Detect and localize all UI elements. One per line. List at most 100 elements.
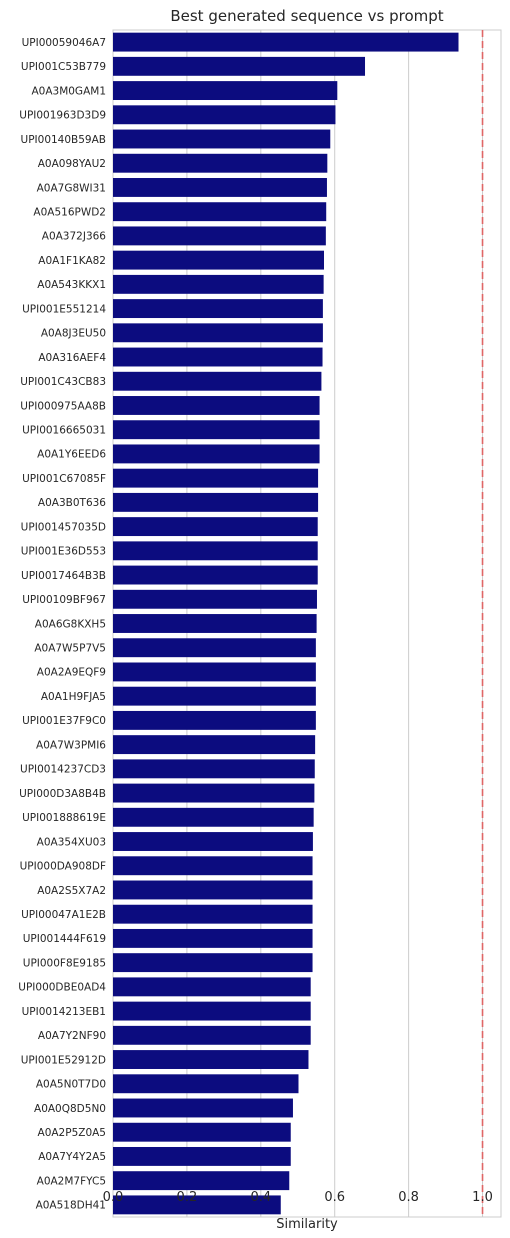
y-tick-label: UPI000D3A8B4B <box>19 788 106 800</box>
y-tick-label: A0A516PWD2 <box>33 206 106 218</box>
bar <box>113 56 366 76</box>
bar <box>113 492 319 512</box>
x-tick-label: 0.6 <box>324 1190 345 1205</box>
bar <box>113 1001 311 1021</box>
y-tick-label: UPI001C53B779 <box>21 61 106 73</box>
bar <box>113 1025 311 1045</box>
bar <box>113 1195 281 1215</box>
y-tick-label: A0A5N0T7D0 <box>36 1079 106 1091</box>
bar <box>113 904 313 924</box>
x-tick-label: 0.0 <box>103 1190 124 1205</box>
y-tick-label: UPI001C67085F <box>22 473 106 485</box>
bar <box>113 1171 290 1191</box>
y-tick-label: UPI00047A1E2B <box>21 909 106 921</box>
x-tick-label: 1.0 <box>472 1190 493 1205</box>
bar <box>113 856 313 876</box>
y-tick-label: A0A2P5Z0A5 <box>38 1127 106 1139</box>
x-tick-label: 0.2 <box>177 1190 198 1205</box>
x-tick-label: 0.8 <box>398 1190 419 1205</box>
bar <box>113 371 322 391</box>
y-tick-label: A0A2A9EQF9 <box>37 667 106 679</box>
bar <box>113 710 316 730</box>
y-tick-label: A0A098YAU2 <box>38 158 106 170</box>
bar <box>113 614 317 633</box>
bar <box>113 444 320 464</box>
x-tick-label: 0.4 <box>250 1190 271 1205</box>
y-tick-label: A0A3M0GAM1 <box>31 85 106 97</box>
bars <box>113 32 459 1215</box>
y-tick-label: A0A2S5X7A2 <box>37 885 106 897</box>
bar <box>113 759 315 779</box>
y-tick-label: UPI0016665031 <box>22 425 106 437</box>
bar <box>113 541 318 561</box>
bar <box>113 1074 299 1094</box>
y-tick-label: A0A2M7FYC5 <box>37 1175 106 1187</box>
bar <box>113 396 320 415</box>
y-tick-label: UPI000F8E9185 <box>23 957 106 969</box>
bar <box>113 565 318 585</box>
bar <box>113 299 323 319</box>
bar <box>113 323 323 343</box>
y-tick-label: UPI00059046A7 <box>22 37 106 49</box>
bar <box>113 105 336 125</box>
y-tick-label: A0A1H9FJA5 <box>41 691 106 703</box>
y-tick-label: UPI0014237CD3 <box>20 764 106 776</box>
y-tick-label: A0A7Y2NF90 <box>38 1030 106 1042</box>
bar <box>113 783 315 803</box>
bar <box>113 274 324 294</box>
y-tick-label: A0A7G8WI31 <box>37 182 106 194</box>
y-tick-label: A0A354XU03 <box>37 836 106 848</box>
bar <box>113 129 331 149</box>
bar <box>113 1122 291 1142</box>
bar <box>113 832 313 851</box>
bar <box>113 226 326 246</box>
y-tick-label: UPI001C43CB83 <box>20 376 106 388</box>
y-tick-label: UPI001963D3D9 <box>19 110 106 122</box>
y-tick-label: A0A543KKX1 <box>37 279 106 291</box>
bar <box>113 517 318 537</box>
bar <box>113 928 313 948</box>
y-tick-label: A0A316AEF4 <box>38 352 106 364</box>
bar <box>113 686 316 706</box>
y-tick-label: UPI001E52912D <box>21 1054 106 1066</box>
x-tick-labels: 0.0 0.2 0.4 0.6 0.8 1.0 <box>103 1190 493 1205</box>
y-tick-label: A0A1F1KA82 <box>38 255 106 267</box>
y-tick-label: UPI001457035D <box>21 521 106 533</box>
y-tick-label: A0A6G8KXH5 <box>35 618 106 630</box>
bar <box>113 638 316 658</box>
bar <box>113 347 323 367</box>
bar <box>113 81 338 101</box>
bar <box>113 178 327 197</box>
bar <box>113 807 314 827</box>
bar <box>113 202 327 222</box>
bar <box>113 880 313 900</box>
bar <box>113 977 311 997</box>
y-tick-label: UPI001E551214 <box>22 303 106 315</box>
y-tick-labels: UPI00059046A7 UPI001C53B779 A0A3M0GAM1 UPI0… <box>18 37 106 1212</box>
chart-title: Best generated sequence vs prompt <box>170 7 443 25</box>
bar <box>113 420 320 440</box>
y-tick-label: A0A7Y4Y2A5 <box>38 1151 106 1163</box>
x-axis-label: Similarity <box>276 1217 338 1232</box>
bar <box>113 589 317 609</box>
y-tick-label: UPI0017464B3B <box>21 570 106 582</box>
y-tick-label: A0A1Y6EED6 <box>37 449 106 461</box>
bar <box>113 1098 293 1118</box>
y-tick-label: A0A3B0T636 <box>38 497 106 509</box>
bar <box>113 735 316 755</box>
y-tick-label: UPI0014213EB1 <box>22 1006 106 1018</box>
y-tick-label: UPI001444F619 <box>23 933 106 945</box>
bar <box>113 1050 309 1069</box>
y-tick-label: A0A0Q8D5N0 <box>34 1103 106 1115</box>
y-tick-label: A0A7W5P7V5 <box>34 643 106 655</box>
y-tick-label: UPI001E37F9C0 <box>22 715 106 727</box>
y-tick-label: A0A7W3PMI6 <box>36 739 106 751</box>
bar <box>113 953 313 973</box>
bar <box>113 153 328 173</box>
y-tick-label: UPI001E36D553 <box>21 546 106 558</box>
y-tick-label: A0A518DH41 <box>36 1200 106 1212</box>
bar <box>113 662 316 682</box>
y-tick-label: UPI000DA908DF <box>20 861 106 873</box>
y-tick-label: A0A8J3EU50 <box>41 328 106 340</box>
